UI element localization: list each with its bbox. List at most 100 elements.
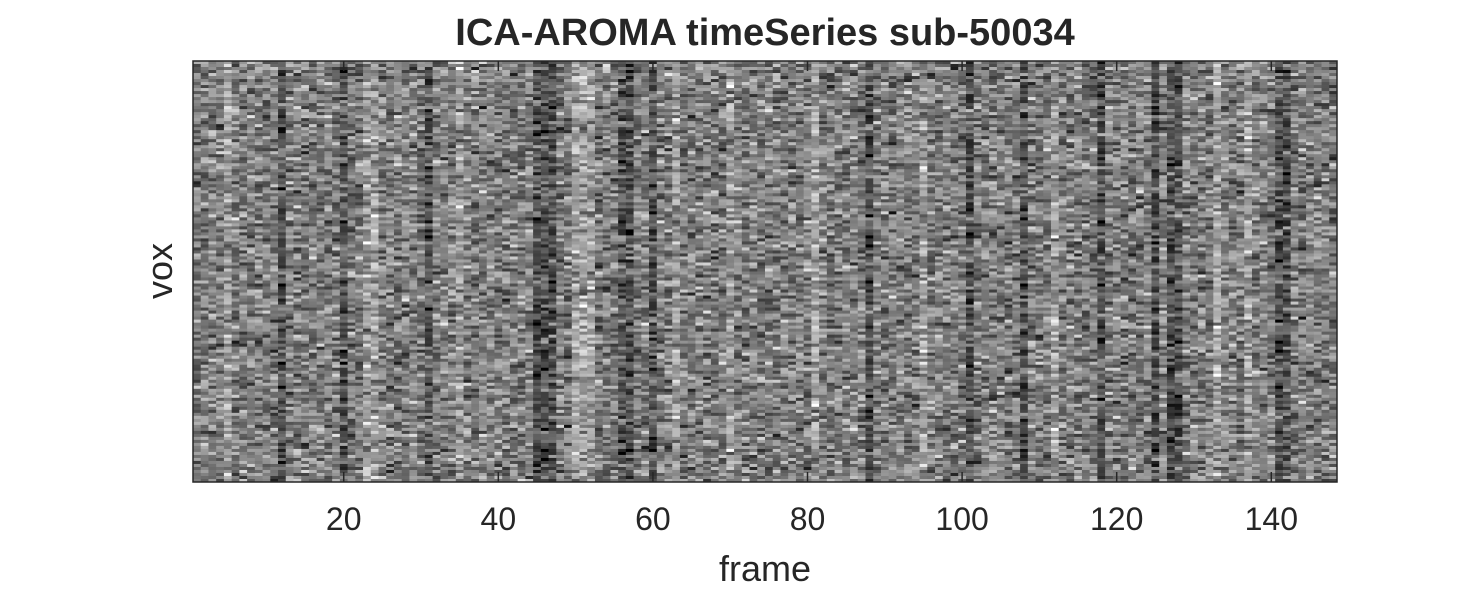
heatmap-cell: [996, 67, 1006, 71]
heatmap-cell: [1236, 106, 1245, 110]
heatmap-row: [193, 112, 1338, 116]
heatmap-cell: [479, 70, 488, 74]
heatmap-cell: [633, 133, 642, 137]
heatmap-cell: [548, 73, 557, 77]
heatmap-cell: [1120, 133, 1129, 137]
heatmap-cell: [1182, 109, 1191, 113]
heatmap-cell: [308, 133, 318, 137]
heatmap-cell: [239, 115, 248, 119]
heatmap-cell: [888, 67, 897, 71]
heatmap-cell: [455, 157, 464, 161]
heatmap-cell: [950, 121, 959, 125]
heatmap-cell: [223, 85, 233, 89]
heatmap-cell: [664, 103, 673, 107]
heatmap-cell: [803, 124, 812, 128]
heatmap-cell: [1290, 88, 1299, 92]
heatmap-cell: [1306, 154, 1315, 158]
heatmap-cell: [308, 139, 318, 143]
heatmap-cell: [942, 73, 951, 77]
heatmap-cell: [417, 70, 426, 74]
heatmap-cell: [424, 127, 434, 131]
heatmap-cell: [1313, 76, 1322, 80]
heatmap-cell: [525, 145, 534, 149]
heatmap-cell: [262, 139, 271, 143]
heatmap-cell: [1236, 112, 1245, 116]
heatmap-cell: [1081, 115, 1091, 119]
heatmap-cell: [579, 64, 588, 68]
heatmap-cell: [1004, 145, 1013, 149]
heatmap-cell: [765, 88, 774, 92]
heatmap-cell: [672, 76, 681, 80]
heatmap-cell: [401, 103, 410, 107]
heatmap-cell: [479, 76, 488, 80]
heatmap-cell: [981, 91, 990, 95]
heatmap-cell: [927, 127, 936, 131]
heatmap-cell: [1306, 61, 1315, 65]
heatmap-cell: [1066, 121, 1075, 125]
heatmap-cell: [247, 124, 256, 128]
heatmap-cell: [996, 124, 1006, 128]
heatmap-cell: [1112, 94, 1121, 98]
heatmap-cell: [981, 79, 990, 83]
heatmap-cell: [316, 61, 325, 65]
heatmap-cell: [1143, 115, 1152, 119]
heatmap-cell: [1020, 103, 1029, 107]
heatmap-cell: [687, 109, 696, 113]
heatmap-row: [193, 151, 1338, 155]
heatmap-cell: [432, 73, 441, 77]
heatmap-cell: [278, 139, 287, 143]
heatmap-cell: [363, 160, 372, 164]
heatmap-cell: [370, 73, 379, 77]
heatmap-cell: [509, 127, 519, 131]
heatmap-cell: [1213, 124, 1222, 128]
heatmap-cell: [780, 139, 789, 143]
heatmap-cell: [1190, 151, 1199, 155]
heatmap-cell: [880, 73, 890, 77]
heatmap-cell: [409, 118, 418, 122]
heatmap-cell: [301, 157, 310, 161]
heatmap-cell: [772, 118, 781, 122]
heatmap-cell: [386, 82, 395, 86]
heatmap-cell: [1166, 103, 1176, 107]
heatmap-cell: [355, 160, 364, 164]
heatmap-cell: [788, 73, 797, 77]
heatmap-cell: [780, 124, 789, 128]
heatmap-cell: [1313, 151, 1322, 155]
heatmap-cell: [904, 97, 913, 101]
heatmap-cell: [262, 115, 271, 119]
heatmap-cell: [440, 106, 449, 110]
heatmap-cell: [355, 103, 364, 107]
heatmap-cell: [1313, 100, 1322, 104]
heatmap-cell: [996, 121, 1006, 125]
heatmap-cell: [1066, 154, 1075, 158]
heatmap-cell: [1074, 88, 1083, 92]
heatmap-cell: [1043, 73, 1052, 77]
heatmap-cell: [409, 76, 418, 80]
heatmap-cell: [780, 88, 789, 92]
heatmap-cell: [594, 85, 604, 89]
heatmap-cell: [502, 88, 511, 92]
heatmap-cell: [656, 151, 665, 155]
heatmap-cell: [316, 124, 325, 128]
heatmap-cell: [672, 91, 681, 95]
heatmap-cell: [718, 88, 727, 92]
heatmap-cell: [378, 79, 387, 83]
heatmap-cell: [363, 142, 372, 146]
heatmap-cell: [208, 73, 217, 77]
heatmap-cell: [262, 61, 271, 65]
heatmap-cell: [811, 133, 820, 137]
heatmap-cell: [1027, 115, 1036, 119]
heatmap-cell: [749, 91, 758, 95]
heatmap-cell: [664, 160, 673, 164]
heatmap-cell: [1097, 103, 1106, 107]
heatmap-cell: [270, 130, 279, 134]
heatmap-cell: [571, 67, 580, 71]
heatmap-cell: [1136, 64, 1145, 68]
heatmap-cell: [1066, 70, 1075, 74]
heatmap-cell: [1329, 136, 1338, 140]
heatmap-cell: [424, 79, 434, 83]
heatmap-cell: [1267, 157, 1276, 161]
heatmap-cell: [1012, 88, 1021, 92]
heatmap-cell: [602, 118, 611, 122]
heatmap-cell: [1004, 133, 1013, 137]
